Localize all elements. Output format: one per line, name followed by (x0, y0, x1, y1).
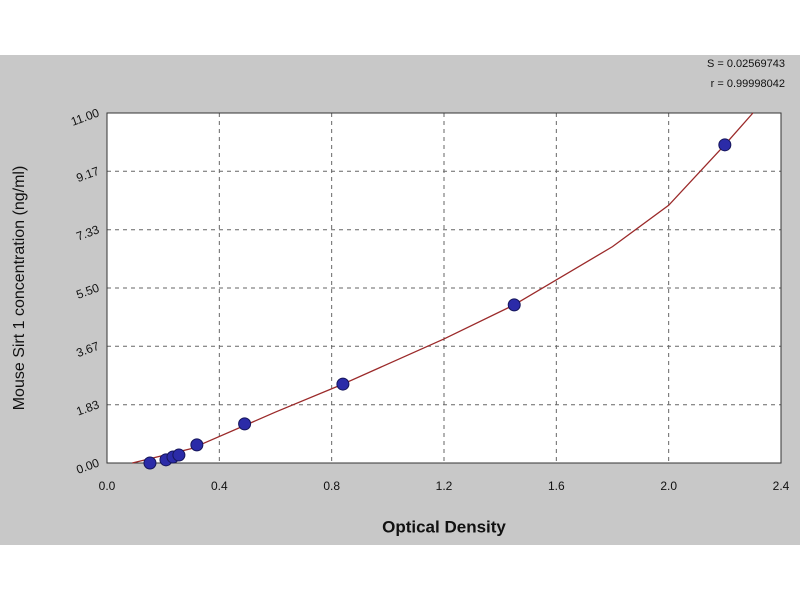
point (143, 456, 157, 470)
x-tick-label: 1.6 (548, 479, 565, 493)
x-tick-label: 1.2 (436, 479, 453, 493)
point (507, 298, 521, 312)
point (718, 138, 732, 152)
point (172, 448, 186, 462)
fit-curve (132, 112, 754, 464)
x-axis-label: Optical Density (382, 517, 506, 536)
x-tick-label: 2.0 (660, 479, 677, 493)
point (190, 438, 204, 452)
annotation: S = 0.02569743 (707, 58, 785, 70)
plot-border (106, 112, 782, 464)
point (336, 377, 350, 391)
y-axis-label: Mouse Sirt 1 concentration (ng/ml) (11, 166, 28, 411)
annotation: r = 0.99998042 (711, 78, 785, 90)
x-tick-label: 0.0 (99, 479, 116, 493)
point (238, 417, 252, 431)
x-tick-label: 0.8 (323, 479, 340, 493)
x-tick-label: 2.4 (773, 479, 790, 493)
x-tick-label: 0.4 (211, 479, 228, 493)
